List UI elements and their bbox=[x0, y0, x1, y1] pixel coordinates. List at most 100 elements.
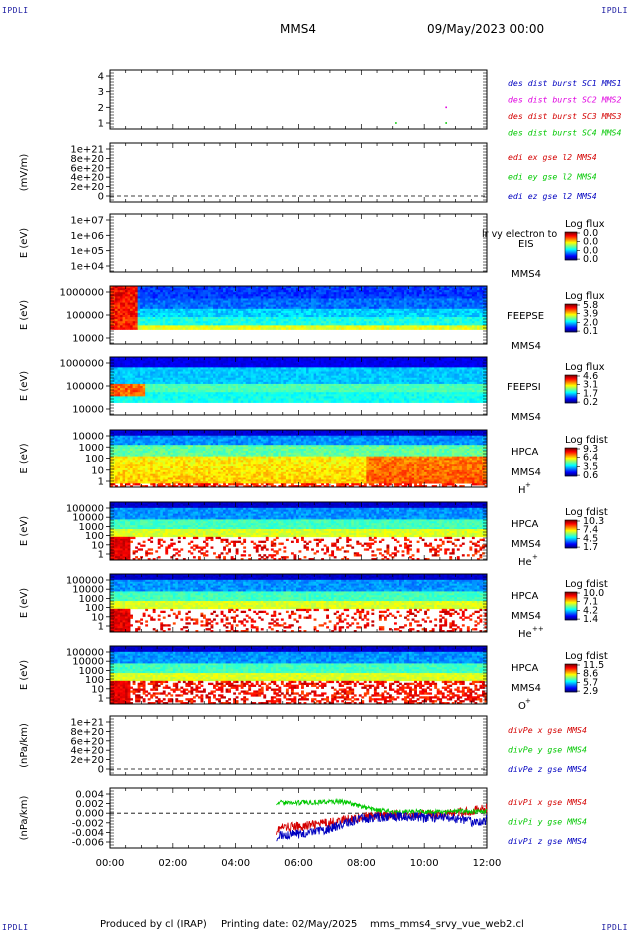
panel-feepsi-cell bbox=[170, 394, 174, 397]
panel-feepse-cell bbox=[431, 298, 435, 301]
panel-feepse-cell bbox=[137, 306, 141, 310]
panel-feepse-cell bbox=[263, 298, 267, 301]
panel-feepse-cell bbox=[419, 327, 423, 330]
panel-eis-colorbar-tick-label: 0.0 bbox=[583, 228, 598, 239]
panel-feepsi-cell bbox=[175, 367, 179, 370]
panel-feepsi-spectrogram bbox=[110, 357, 488, 403]
panel-feepse-cell bbox=[270, 286, 274, 289]
panel-feepse-cell bbox=[270, 298, 274, 301]
panel-feepse-cell bbox=[172, 298, 176, 301]
panel-feepsi-cell bbox=[122, 357, 126, 360]
panel-feepsi-cell bbox=[258, 363, 262, 366]
panel-feepsi-cell bbox=[160, 381, 164, 385]
panel-feepsi-cell bbox=[220, 394, 224, 397]
panel-feepsi-cell bbox=[115, 357, 118, 360]
panel-feepsi-cell bbox=[248, 361, 252, 364]
panel-feepse-cell bbox=[416, 325, 420, 328]
panel-feepse-cell bbox=[361, 290, 365, 293]
panel-feepse-cell bbox=[137, 327, 141, 330]
panel-feepsi-cell bbox=[177, 390, 181, 393]
panel-feepse-cell bbox=[353, 308, 357, 312]
panel-feepse-cell bbox=[316, 292, 319, 295]
panel-feepse-cell bbox=[135, 302, 138, 305]
panel-feepse-cell bbox=[293, 323, 297, 326]
panel-feepse-cell bbox=[394, 286, 397, 289]
panel-feepse-cell bbox=[270, 319, 274, 322]
panel-feepse-cell bbox=[476, 327, 480, 330]
panel-feepsi-cell bbox=[238, 390, 242, 393]
panel-feepse-cell bbox=[263, 286, 267, 289]
panel-edi-y-tick-label: 1e+21 bbox=[70, 145, 104, 156]
panel-feepse-cell bbox=[306, 292, 309, 295]
panel-feepse-cell bbox=[441, 290, 445, 293]
panel-feepsi-cell bbox=[215, 381, 219, 385]
panel-feepse-cell bbox=[122, 302, 126, 305]
panel-feepsi-cell bbox=[185, 367, 189, 370]
panel-feepse-cell bbox=[429, 298, 433, 301]
panel-feepse-cell bbox=[253, 290, 257, 293]
panel-feepse-cell bbox=[301, 310, 304, 314]
panel-feepse-cell bbox=[273, 327, 277, 330]
panel-feepse-cell bbox=[399, 312, 402, 316]
panel-feepsi-cell bbox=[260, 394, 264, 397]
panel-feepse-cell bbox=[326, 315, 330, 318]
panel-feepse-cell bbox=[373, 310, 377, 314]
panel-feepse-cell bbox=[326, 319, 330, 322]
panel-feepsi-cell bbox=[220, 377, 224, 381]
panel-feepse-cell bbox=[117, 319, 121, 322]
panel-feepse-cell bbox=[444, 312, 448, 316]
panel-feepse-cell bbox=[308, 288, 312, 291]
panel-feepse-cell bbox=[120, 298, 123, 301]
panel-feepse-cell bbox=[469, 304, 473, 308]
panel-feepse-cell bbox=[220, 298, 224, 301]
panel-feepse-cell bbox=[275, 325, 279, 328]
panel-feepse-cell bbox=[145, 304, 149, 308]
panel-feepse-cell bbox=[248, 327, 252, 330]
panel-feepsi-cell bbox=[160, 369, 164, 372]
panel-feepse-cell bbox=[333, 286, 337, 289]
panel-feepsi-cell bbox=[182, 396, 186, 399]
panel-eis-colorbar-cell bbox=[565, 247, 577, 249]
panel-feepse-cell bbox=[444, 315, 448, 318]
panel-feepse-cell bbox=[293, 304, 297, 308]
panel-feepse-cell bbox=[200, 306, 204, 310]
panel-feepsi-cell bbox=[127, 392, 131, 395]
panel-feepse-cell bbox=[409, 298, 412, 301]
panel-feepse-cell bbox=[323, 315, 327, 318]
panel-feepse-cell bbox=[182, 319, 186, 322]
panel-feepse-cell bbox=[233, 304, 237, 308]
panel-eis-colorbar-tick-label: 0.0 bbox=[583, 254, 598, 265]
panel-feepse-cell bbox=[411, 308, 415, 312]
panel-feepsi-cell bbox=[192, 390, 196, 393]
panel-feepse-cell bbox=[481, 304, 485, 308]
panel-feepse-cell bbox=[235, 292, 239, 295]
panel-feepse-cell bbox=[120, 327, 123, 330]
panel-feepsi-cell bbox=[185, 398, 189, 401]
panel-feepse-cell bbox=[311, 323, 314, 326]
panel-feepsi-cell bbox=[152, 379, 156, 383]
panel-feepse-cell bbox=[162, 325, 166, 328]
panel-feepse-cell bbox=[202, 325, 206, 328]
panel-feepsi-cell bbox=[245, 369, 249, 372]
panel-feepse-cell bbox=[399, 288, 402, 291]
panel-feepse-cell bbox=[388, 286, 392, 289]
panel-feepsi-cell bbox=[162, 361, 166, 364]
panel-feepse-cell bbox=[288, 290, 292, 293]
panel-feepse-cell bbox=[411, 312, 415, 316]
panel-feepsi-cell bbox=[208, 381, 211, 385]
panel-feepse-cell bbox=[263, 300, 267, 303]
panel-feepse-cell bbox=[293, 290, 297, 293]
panel-feepse-cell bbox=[110, 298, 113, 301]
panel-feepse-cell bbox=[298, 325, 302, 328]
panel-feepse-cell bbox=[172, 315, 176, 318]
panel-feepse-cell bbox=[326, 306, 330, 310]
panel-feepse-cell bbox=[341, 312, 345, 316]
panel-feepse-cell bbox=[208, 312, 211, 316]
panel-feepse-cell bbox=[223, 317, 226, 320]
panel-eis-colorbar-cell bbox=[565, 242, 577, 244]
panel-feepsi-cell bbox=[192, 373, 196, 376]
panel-feepse-cell bbox=[295, 294, 299, 297]
panel-feepsi-cell bbox=[132, 383, 136, 387]
panel-feepse-cell bbox=[170, 315, 174, 318]
panel-feepse-cell bbox=[444, 306, 448, 310]
